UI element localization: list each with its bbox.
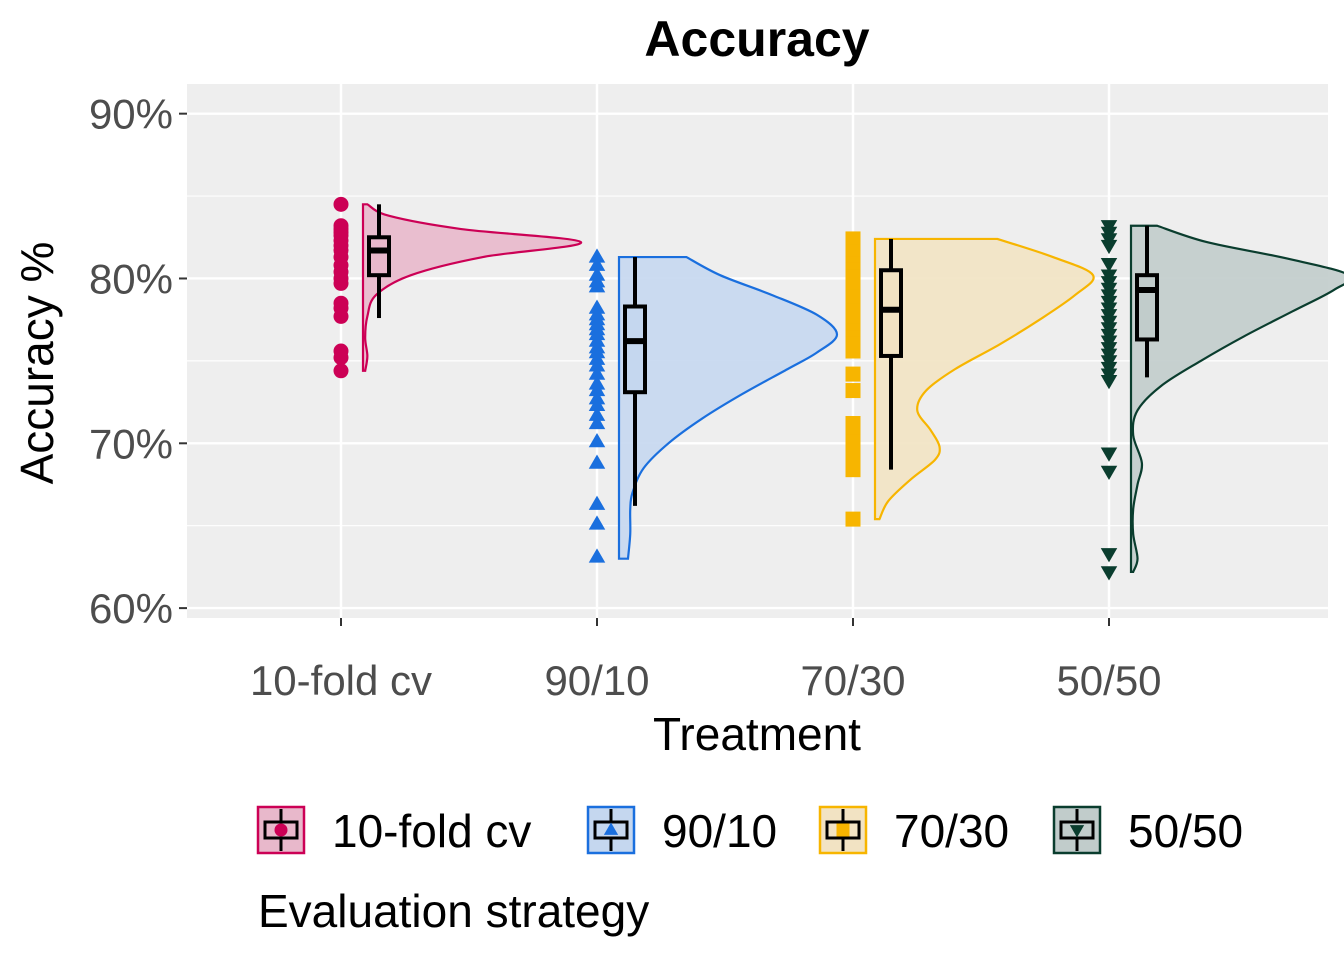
legend-key-marker: [603, 822, 619, 835]
x-tick-label: 50/50: [1056, 657, 1161, 704]
boxplots: [367, 204, 1159, 506]
data-point: [1100, 447, 1118, 462]
legend: Evaluation strategy 10-fold cv 90/10 70/30…: [256, 805, 1243, 937]
legend-entry: 10-fold cv: [256, 805, 531, 857]
legend-key-marker: [274, 823, 288, 837]
x-tick-label: 90/10: [544, 657, 649, 704]
chart-title: Accuracy: [644, 11, 869, 67]
data-point: [588, 278, 606, 293]
data-point: [588, 357, 606, 372]
box-iqr: [1135, 273, 1159, 342]
legend-entry: 70/30: [818, 805, 1009, 857]
box-iqr: [367, 235, 391, 278]
data-point: [845, 343, 861, 359]
legend-label: 10-fold cv: [332, 805, 531, 857]
box-iqr: [623, 304, 647, 395]
legend-key-marker: [1069, 825, 1085, 838]
y-tick-label: 80%: [89, 255, 173, 302]
data-point: [1100, 239, 1118, 255]
data-point: [845, 462, 861, 478]
data-point: [588, 515, 606, 530]
box-iqr: [879, 268, 903, 358]
legend-key-marker: [836, 823, 850, 837]
y-axis-title: Accuracy %: [11, 242, 63, 485]
density-clouds: [361, 203, 1344, 573]
y-axis: 60% 70% 80% 90%: [89, 91, 187, 632]
data-point: [588, 381, 606, 397]
y-tick-label: 70%: [89, 420, 173, 467]
x-tick-label: 70/30: [800, 657, 905, 704]
data-point: [845, 448, 861, 464]
legend-label: 70/30: [894, 805, 1009, 857]
data-point: [333, 350, 349, 366]
data-point: [588, 548, 606, 563]
data-point: [845, 511, 861, 527]
y-tick-label: 90%: [89, 91, 173, 138]
density-cloud-4: [1129, 224, 1344, 573]
data-point: [588, 406, 606, 421]
legend-entry: 90/10: [586, 805, 777, 857]
data-point: [1100, 566, 1118, 581]
data-point: [845, 383, 861, 399]
x-axis: 10-fold cv 90/10 70/30 50/50: [250, 618, 1162, 704]
data-point: [333, 275, 349, 291]
data-point: [1100, 465, 1118, 480]
density-cloud-2: [617, 255, 839, 560]
data-point: [588, 256, 606, 271]
raw-points: [333, 196, 1118, 581]
data-point: [588, 454, 606, 469]
data-point: [1100, 258, 1118, 273]
density-cloud-3: [873, 237, 1095, 521]
data-point: [333, 308, 349, 324]
data-point: [1100, 548, 1118, 563]
density-cloud-1: [361, 203, 583, 372]
legend-entry: 50/50: [1052, 805, 1243, 857]
data-point: [588, 365, 606, 380]
data-point: [845, 366, 861, 382]
data-point: [588, 248, 606, 263]
legend-label: 50/50: [1128, 805, 1243, 857]
data-point: [588, 495, 606, 510]
data-point: [1100, 375, 1118, 390]
y-tick-label: 60%: [89, 585, 173, 632]
data-point: [333, 363, 349, 379]
legend-title: Evaluation strategy: [258, 885, 649, 937]
data-point: [588, 396, 606, 412]
data-point: [588, 433, 606, 448]
data-point: [588, 414, 606, 430]
x-axis-title: Treatment: [653, 708, 861, 760]
x-tick-label: 10-fold cv: [250, 657, 432, 704]
data-point: [333, 196, 349, 212]
legend-label: 90/10: [662, 805, 777, 857]
